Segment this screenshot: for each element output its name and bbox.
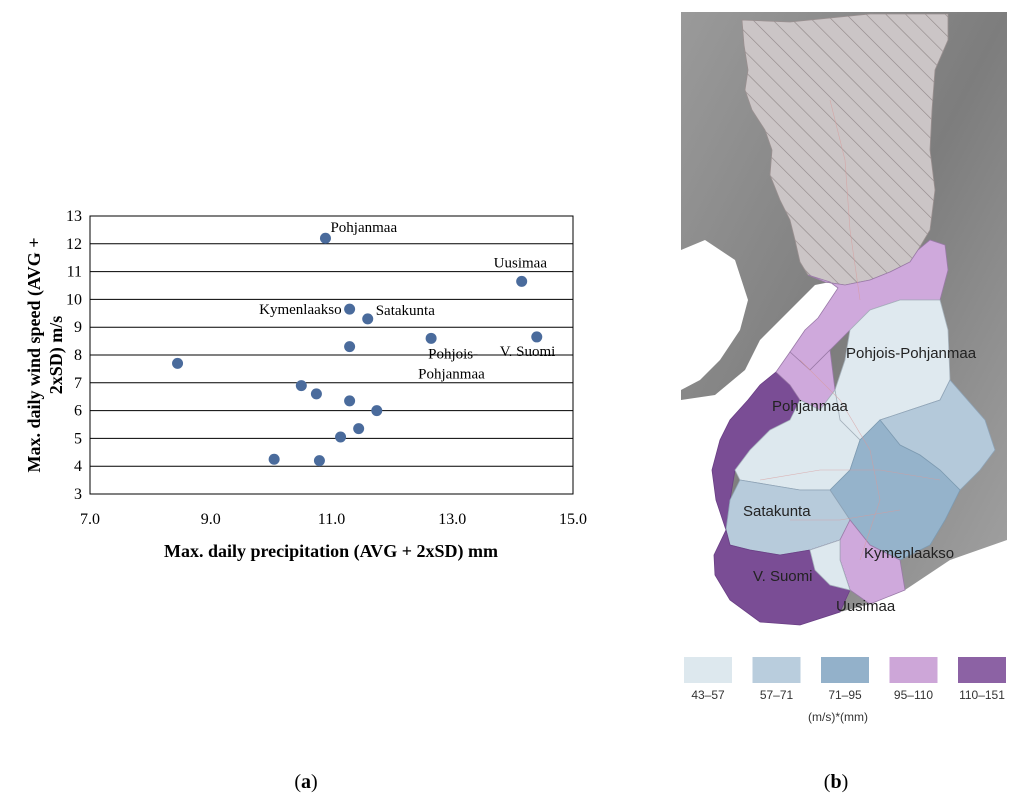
x-axis-title: Max. daily precipitation (AVG + 2xSD) mm [164, 541, 498, 562]
map-label-pohjanmaa: Pohjanmaa [772, 398, 849, 415]
map-label-pohjois-pohjanmaa: Pohjois-Pohjanmaa [846, 345, 977, 362]
legend-range-label: 57–71 [760, 688, 794, 702]
y-tick-label: 4 [74, 458, 82, 475]
map-label-uusimaa: Uusimaa [836, 598, 896, 615]
x-tick-label: 9.0 [201, 511, 221, 528]
data-point [335, 431, 347, 443]
y-tick-label: 9 [74, 319, 82, 336]
y-tick-label: 8 [74, 347, 82, 364]
y-tick-label: 7 [74, 375, 82, 392]
data-point-labels: Pohjanmaa Uusimaa Kymenlaakso Satakunta Pohj… [259, 220, 555, 382]
x-tick-label: 7.0 [80, 511, 100, 528]
data-point [344, 341, 356, 353]
data-point [425, 332, 437, 344]
panel-a-label: (a) [294, 771, 317, 793]
finland-map: Pohjois-Pohjanmaa Pohjanmaa Satakunta Ky… [681, 12, 1007, 724]
legend-swatch [821, 657, 869, 683]
data-point [344, 303, 356, 315]
data-point [310, 388, 322, 400]
x-tick-label: 13.0 [438, 511, 466, 528]
data-point-label: Kymenlaakso [259, 302, 341, 318]
data-point [344, 395, 356, 407]
x-tick-labels: 7.0 9.0 11.0 13.0 15.0 [80, 511, 587, 528]
data-point-label: Satakunta [376, 303, 435, 319]
legend-range-label: 43–57 [691, 688, 725, 702]
map-label-v-suomi: V. Suomi [753, 568, 812, 585]
panel-b-label: (b) [824, 771, 848, 793]
legend-swatch [889, 657, 938, 683]
legend-range-label: 71–95 [828, 688, 862, 702]
y-tick-label: 11 [67, 264, 82, 281]
data-point-label: Pohjois-Pohjanmaa [418, 346, 485, 382]
data-point [268, 453, 280, 465]
map-label-satakunta: Satakunta [743, 503, 811, 520]
legend-swatch [958, 657, 1006, 683]
map-label-kymenlaakso: Kymenlaakso [864, 545, 954, 562]
y-axis-title: Max. daily wind speed (AVG +2xSD) m/s [24, 238, 67, 473]
legend-unit: (m/s)*(mm) [808, 710, 868, 724]
road-network [759, 99, 941, 561]
map-legend: 43–57 57–71 71–95 95–110 110–151 [684, 657, 1006, 702]
scatter-chart: 7.0 9.0 11.0 13.0 15.0 3 4 5 6 7 8 9 10 11 12 13 Pohja… [24, 208, 587, 562]
legend-swatch [684, 657, 732, 683]
data-point-label: Pohjanmaa [330, 220, 397, 236]
y-tick-label: 12 [66, 236, 82, 253]
data-point [531, 331, 543, 343]
plot-area-frame [89, 215, 574, 495]
legend-range-label: 95–110 [894, 688, 933, 702]
y-tick-label: 13 [66, 208, 82, 225]
x-tick-label: 11.0 [318, 511, 345, 528]
y-tick-label: 5 [74, 430, 82, 447]
data-point [313, 455, 325, 467]
data-point [362, 313, 374, 325]
data-point [353, 423, 365, 435]
panel-a-letter: a [301, 771, 311, 793]
data-points [172, 232, 543, 467]
data-point [295, 380, 307, 392]
data-point-label: Uusimaa [494, 255, 548, 271]
legend-swatch [752, 657, 801, 683]
y-tick-labels: 3 4 5 6 7 8 9 10 11 12 13 [66, 208, 82, 503]
data-point [516, 275, 528, 287]
map-region-uusimaa-light [809, 539, 851, 591]
legend-range-label: 110–151 [959, 688, 1005, 702]
data-point [319, 232, 331, 244]
panel-b-letter: b [830, 771, 841, 793]
bay-area [681, 240, 748, 390]
sea-area [681, 282, 1007, 640]
x-tick-label: 15.0 [559, 511, 587, 528]
y-tick-label: 6 [74, 403, 82, 420]
data-point [172, 357, 184, 369]
y-tick-label: 10 [66, 291, 82, 308]
data-point [371, 405, 383, 417]
data-point-label: V. Suomi [500, 344, 556, 360]
y-tick-label: 3 [74, 486, 82, 503]
